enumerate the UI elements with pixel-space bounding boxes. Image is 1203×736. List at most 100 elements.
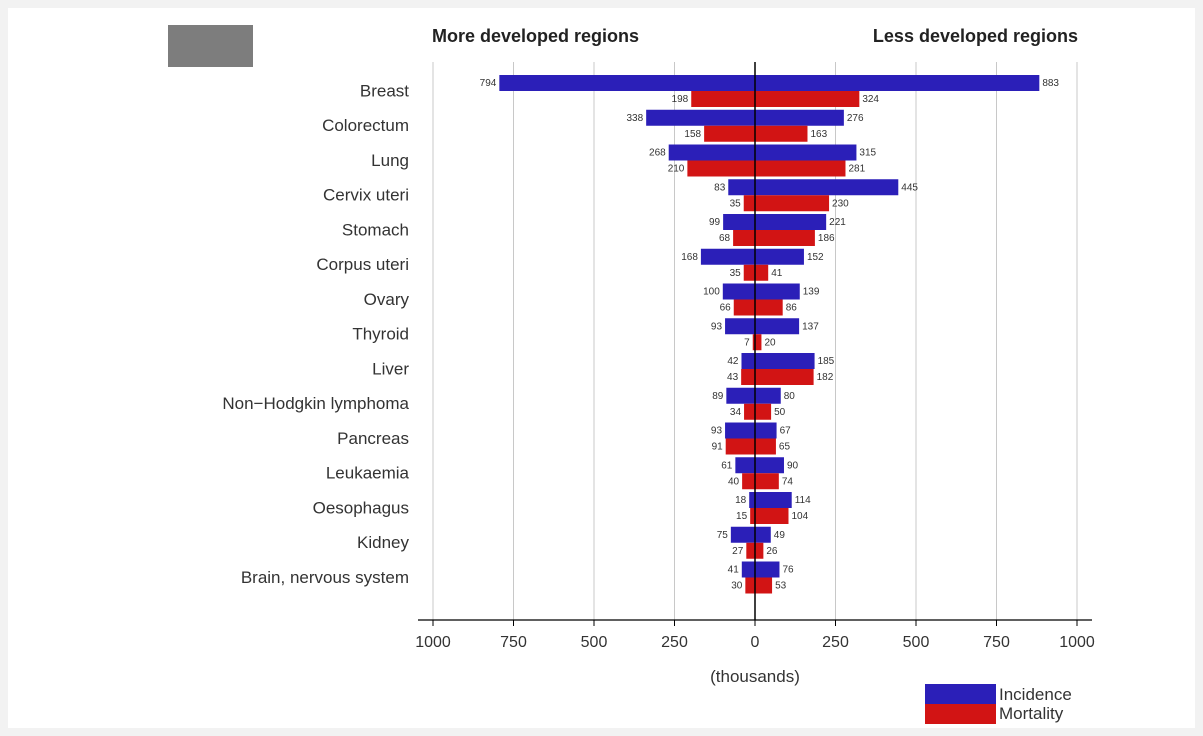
incidence-value-more-developed: 93: [711, 426, 723, 437]
incidence-value-less-developed: 185: [818, 356, 835, 367]
incidence-value-more-developed: 168: [681, 252, 698, 263]
mortality-bar-more-developed: [744, 403, 755, 420]
category-label: Corpus uteri: [316, 255, 409, 274]
mortality-value-less-developed: 182: [817, 372, 834, 383]
mortality-value-less-developed: 41: [771, 268, 783, 279]
incidence-bar-more-developed: [728, 179, 755, 196]
x-tick-label: 1000: [1059, 634, 1095, 651]
category-label: Colorectum: [322, 116, 409, 135]
category-label: Leukaemia: [326, 464, 410, 483]
incidence-value-less-developed: 221: [829, 217, 846, 228]
incidence-value-less-developed: 90: [787, 460, 799, 471]
incidence-bar-more-developed: [730, 526, 755, 543]
incidence-bar-less-developed: [755, 561, 780, 578]
mortality-bar-less-developed: [755, 542, 764, 559]
incidence-value-more-developed: 99: [709, 217, 721, 228]
mortality-value-less-developed: 26: [766, 546, 778, 557]
x-tick-label: 750: [500, 634, 527, 651]
category-label: Kidney: [357, 533, 409, 552]
chart-canvas: More developed regions Less developed re…: [8, 8, 1195, 728]
incidence-bar-more-developed: [722, 283, 755, 300]
mortality-value-less-developed: 50: [774, 407, 786, 418]
mortality-bar-more-developed: [733, 230, 755, 246]
mortality-value-less-developed: 65: [779, 442, 791, 453]
legend: Incidence Mortality: [925, 684, 1072, 724]
mortality-bar-less-developed: [755, 334, 762, 351]
mortality-value-less-developed: 186: [818, 233, 835, 244]
category-label: Lung: [371, 151, 409, 170]
incidence-bar-more-developed: [646, 109, 755, 126]
mortality-bar-more-developed: [746, 542, 755, 559]
incidence-bar-less-developed: [755, 144, 857, 161]
incidence-value-more-developed: 93: [711, 321, 723, 332]
mortality-bar-more-developed: [743, 264, 755, 281]
mortality-value-less-developed: 281: [848, 164, 865, 175]
category-label: Cervix uteri: [323, 186, 409, 205]
category-label: Ovary: [364, 290, 410, 309]
category-label: Thyroid: [352, 325, 409, 344]
mortality-value-more-developed: 158: [684, 129, 701, 140]
incidence-bar-less-developed: [755, 248, 804, 265]
mortality-bar-less-developed: [755, 91, 860, 107]
incidence-value-more-developed: 89: [712, 391, 724, 402]
category-label: Breast: [360, 81, 409, 100]
incidence-bar-less-developed: [755, 283, 800, 300]
mortality-value-less-developed: 20: [764, 337, 776, 348]
incidence-bar-less-developed: [755, 526, 771, 543]
incidence-value-more-developed: 268: [649, 148, 666, 159]
mortality-bar-less-developed: [755, 438, 776, 455]
mortality-bar-less-developed: [755, 369, 814, 385]
incidence-bar-less-developed: [755, 387, 781, 404]
incidence-bar-more-developed: [700, 248, 755, 265]
mortality-bar-more-developed: [743, 195, 755, 212]
incidence-bar-less-developed: [755, 492, 792, 508]
mortality-value-more-developed: 35: [730, 268, 742, 279]
incidence-bar-less-developed: [755, 457, 784, 474]
mortality-value-more-developed: 15: [736, 511, 748, 522]
incidence-value-less-developed: 49: [774, 530, 786, 541]
incidence-bar-more-developed: [668, 144, 755, 161]
incidence-value-more-developed: 41: [728, 565, 740, 576]
x-axis-title: (thousands): [710, 667, 800, 686]
incidence-value-less-developed: 315: [859, 148, 876, 159]
incidence-value-less-developed: 76: [782, 565, 794, 576]
mortality-value-more-developed: 210: [668, 164, 685, 175]
incidence-bar-more-developed: [726, 387, 755, 404]
mortality-bar-more-developed: [741, 369, 755, 385]
category-label: Brain, nervous system: [241, 568, 409, 587]
incidence-bar-more-developed: [725, 318, 755, 335]
incidence-bar-less-developed: [755, 179, 899, 196]
incidence-value-more-developed: 100: [703, 287, 720, 298]
left-region-title: More developed regions: [432, 26, 639, 46]
mortality-value-less-developed: 230: [832, 198, 849, 209]
category-label: Non−Hodgkin lymphoma: [222, 394, 409, 413]
mortality-bar-more-developed: [691, 91, 755, 107]
incidence-bar-more-developed: [723, 214, 755, 230]
mortality-value-less-developed: 74: [782, 476, 794, 487]
x-tick-label: 1000: [415, 634, 451, 651]
mortality-value-more-developed: 68: [719, 233, 731, 244]
mortality-bar-less-developed: [755, 160, 846, 177]
mortality-bar-less-developed: [755, 230, 815, 246]
mortality-bar-less-developed: [755, 264, 769, 281]
mortality-value-more-developed: 7: [744, 337, 750, 348]
incidence-value-more-developed: 794: [480, 78, 497, 89]
mortality-value-less-developed: 53: [775, 581, 787, 592]
incidence-bar-less-developed: [755, 214, 827, 230]
category-labels: Breast Colorectum Lung Cervix uteri Stomach C…: [222, 81, 409, 587]
mortality-value-more-developed: 35: [730, 198, 742, 209]
mortality-value-less-developed: 163: [810, 129, 827, 140]
incidence-value-less-developed: 114: [795, 495, 811, 506]
incidence-bar-less-developed: [755, 422, 777, 439]
mortality-value-more-developed: 91: [712, 442, 724, 453]
category-label: Oesophagus: [313, 498, 409, 517]
incidence-bar-less-developed: [755, 318, 800, 335]
incidence-value-less-developed: 137: [802, 321, 819, 332]
bars: 794 883 198 324 338 276 158 163 268 315 210 281 83 44…: [480, 62, 1059, 620]
incidence-bar-more-developed: [725, 422, 755, 439]
incidence-bar-less-developed: [755, 109, 844, 126]
incidence-bar-more-developed: [749, 492, 755, 508]
right-region-title: Less developed regions: [873, 26, 1078, 46]
x-tick-label: 500: [581, 634, 608, 651]
incidence-value-less-developed: 152: [807, 252, 824, 263]
